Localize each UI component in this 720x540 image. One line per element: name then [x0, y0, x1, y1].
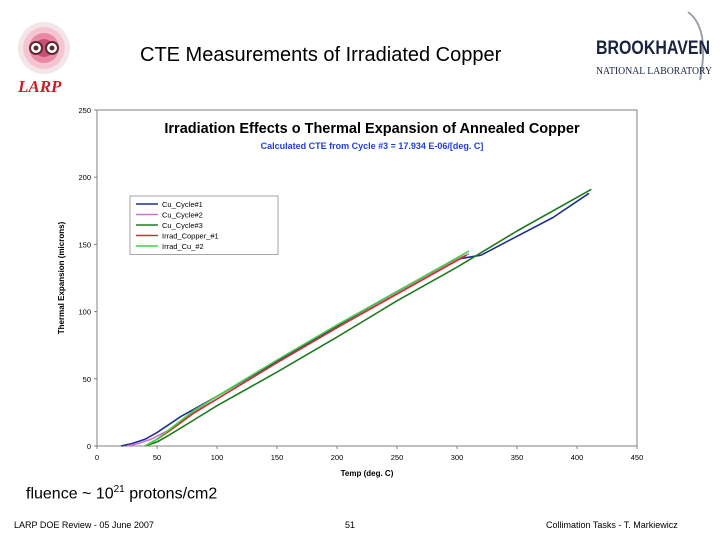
- y-tick-label: 0: [87, 442, 91, 451]
- larp-logo-graphic: LARP: [17, 22, 70, 96]
- x-axis-label: Temp (deg. C): [341, 469, 394, 478]
- x-tick-label: 450: [631, 453, 644, 462]
- larp-magnet-icon: [18, 22, 70, 74]
- fluence-note: fluence ~ 1021 protons/cm2: [26, 484, 217, 503]
- brookhaven-logo-line1: BROOKHAVEN: [596, 38, 710, 59]
- y-axis-label: Thermal Expansion (microns): [57, 221, 66, 334]
- footer-page-number: 51: [345, 520, 356, 530]
- x-tick-label: 200: [331, 453, 344, 462]
- x-tick-label: 50: [153, 453, 161, 462]
- chart-subtitle: Calculated CTE from Cycle #3 = 17.934 E-…: [261, 141, 484, 151]
- y-tick-label: 150: [78, 240, 91, 249]
- legend-box: [129, 195, 279, 255]
- fluence-suffix: protons/cm2: [124, 485, 218, 503]
- brookhaven-arc-icon: [687, 11, 705, 81]
- series-line-cu-cycle-3: [144, 188, 592, 447]
- fluence-exponent: 21: [113, 484, 125, 495]
- brookhaven-logo-graphic: BROOKHAVEN NATIONAL LABORATORY: [596, 11, 712, 81]
- series-lines: [120, 188, 592, 447]
- series-line-irrad-cu-2: [144, 250, 470, 447]
- chart-title: Irradiation Effects o Thermal Expansion …: [164, 121, 580, 137]
- y-tick-label: 50: [83, 375, 91, 384]
- legend-label: Cu_Cycle#2: [162, 211, 203, 220]
- y-axis-ticks: 0 50 100 150 200 250: [78, 106, 97, 451]
- legend-label: Cu_Cycle#1: [162, 200, 203, 209]
- larp-logo-text: LARP: [17, 77, 62, 96]
- brookhaven-logo: BROOKHAVEN NATIONAL LABORATORY: [592, 10, 716, 84]
- x-tick-label: 250: [391, 453, 404, 462]
- slide-title: CTE Measurements of Irradiated Copper: [140, 44, 502, 66]
- x-tick-label: 100: [211, 453, 224, 462]
- chart-legend: Cu_Cycle#1 Cu_Cycle#2Cu_Cycle#3 Irrad_Copp…: [129, 195, 279, 255]
- footer-right: Collimation Tasks - T. Markiewicz: [546, 520, 678, 530]
- x-axis-ticks: 0 50 100 150 200 250 300 350 400 450: [95, 446, 643, 462]
- legend-label: Irrad_Copper_#1: [162, 232, 219, 241]
- footer-left: LARP DOE Review - 05 June 2007: [14, 520, 154, 530]
- larp-logo: LARP: [14, 14, 76, 96]
- x-tick-label: 150: [271, 453, 284, 462]
- x-tick-label: 0: [95, 453, 99, 462]
- x-tick-label: 350: [511, 453, 524, 462]
- fluence-prefix: fluence ~ 10: [26, 485, 114, 503]
- brookhaven-logo-line2: NATIONAL LABORATORY: [596, 66, 712, 77]
- x-tick-label: 300: [451, 453, 464, 462]
- y-tick-label: 100: [78, 308, 91, 317]
- series-line-cu-cycle-1: [120, 192, 590, 447]
- plot-area: [96, 109, 638, 447]
- legend-label: Cu_Cycle#3: [162, 221, 203, 230]
- y-tick-label: 200: [78, 173, 91, 182]
- legend-label: Irrad_Cu_#2: [162, 242, 204, 251]
- y-tick-label: 250: [78, 106, 91, 115]
- x-tick-label: 400: [571, 453, 584, 462]
- thermal-expansion-chart: 0 50 100 150 200 250 0 50 100 150 200 250 300 350 400…: [57, 106, 643, 478]
